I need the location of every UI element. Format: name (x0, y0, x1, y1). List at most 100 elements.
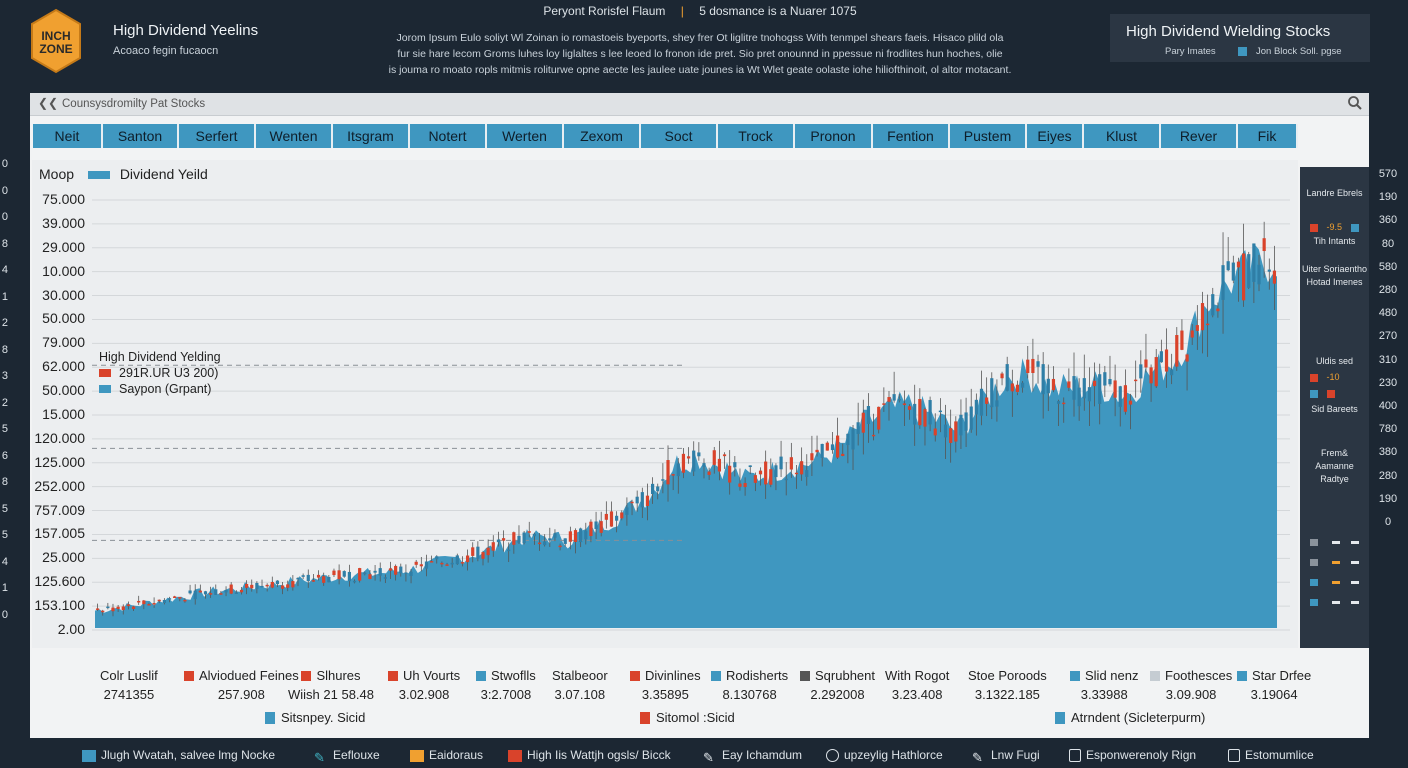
footer-item[interactable]: ✎ Lnw Fugi (972, 748, 1040, 765)
candle-body (712, 450, 716, 465)
side-group1-extra: Tih Intants (1313, 236, 1356, 246)
candle-body (615, 515, 619, 521)
candle-body (1149, 367, 1153, 384)
right-header-legend-right: Jon Block Soll. pgse (1256, 46, 1342, 57)
tab-zexom[interactable]: Zexom (564, 124, 641, 148)
candle-body (239, 589, 244, 593)
tab-notert[interactable]: Notert (410, 124, 487, 148)
app-logo[interactable]: INCH ZONE (30, 8, 82, 74)
candle-body (1108, 378, 1112, 385)
side-text: -10 (1326, 372, 1340, 382)
tab-fention[interactable]: Fention (873, 124, 950, 148)
summary-label: Stwoflls (491, 668, 536, 683)
summary-value: 3.19064 (1250, 687, 1298, 702)
candle-body (573, 530, 578, 542)
candle-body (1036, 361, 1040, 367)
candle-body (327, 576, 331, 583)
candle-body (877, 406, 881, 430)
outer-left-axis-label: 1 (1, 290, 8, 303)
footer-item[interactable]: ✎ Eay Ichamdum (703, 748, 803, 765)
footer-item[interactable]: Estomumlice (1228, 748, 1314, 762)
footer-item[interactable]: upzeylig Hathlorce (826, 748, 943, 762)
candle-body (774, 465, 778, 478)
outer-left-axis-label: 8 (1, 476, 8, 488)
candle-body (486, 547, 490, 556)
header-separator: | (680, 4, 684, 18)
summary-stat: Divinlines 3.35895 (630, 668, 701, 702)
side-swatch (1326, 389, 1335, 398)
candle-body (1144, 359, 1148, 368)
candle-body (1175, 335, 1179, 367)
summary-swatch (1150, 671, 1160, 681)
candle-body (640, 492, 644, 508)
calendar-icon (1069, 749, 1081, 762)
candle-body (188, 590, 192, 594)
chart-inner-legend: High Dividend Yelding 291R.UR U3 200) Sa… (99, 349, 221, 397)
candle-body (635, 496, 639, 504)
footer-item[interactable]: Jlugh Wvatah, salvee lmg Nocke (82, 748, 275, 762)
search-icon[interactable] (1347, 94, 1363, 112)
candle-body (1139, 364, 1143, 379)
tab-eiyes[interactable]: Eiyes (1027, 124, 1084, 148)
footer-label: Estomumlice (1245, 748, 1314, 762)
footer-label: Eay Ichamdum (722, 748, 803, 762)
side-dash (1332, 601, 1340, 604)
tab-rever[interactable]: Rever (1161, 124, 1238, 148)
summary-value: 257.908 (217, 687, 265, 702)
summary-stat: Sqrubhent 2.292008 (800, 668, 875, 702)
candle-body (964, 412, 968, 431)
summary-label: Foothesces (1165, 668, 1233, 683)
clock-icon (826, 749, 839, 762)
tab-itsgram[interactable]: Itsgram (333, 124, 410, 148)
legend-prefix: Moop (39, 166, 75, 182)
summary-label: Star Drfee (1252, 668, 1312, 683)
inner-legend-item: Saypon (Grpant) (99, 381, 221, 397)
candle-body (743, 482, 747, 488)
tab-fik[interactable]: Fik (1238, 124, 1298, 148)
summary-stat: Stoe Poroods 3.1322.185 (968, 668, 1047, 702)
logo-text: INCH ZONE (39, 29, 73, 56)
candle-body (517, 535, 521, 543)
tab-serfert[interactable]: Serfert (179, 124, 256, 148)
outer-left-axis-label: 2 (1, 317, 8, 329)
footer-item[interactable]: High Iis Wattjh ogsls/ Bicck (508, 748, 671, 762)
tab-werten[interactable]: Werten (487, 124, 564, 148)
tab-klust[interactable]: Klust (1084, 124, 1161, 148)
candle-body (1123, 385, 1127, 412)
tab-wenten[interactable]: Wenten (256, 124, 333, 148)
footer-label: Jlugh Wvatah, salvee lmg Nocke (101, 748, 276, 762)
candle-body (1216, 308, 1220, 312)
summary-value: 3.02.908 (398, 687, 450, 702)
tab-trock[interactable]: Trock (718, 124, 795, 148)
tab-pustem[interactable]: Pustem (950, 124, 1027, 148)
y-tick-label: 157.005 (34, 525, 85, 542)
candle-body (1262, 238, 1266, 252)
candle-body (882, 403, 886, 405)
side-dash (1351, 601, 1359, 604)
tab-neit[interactable]: Neit (33, 124, 103, 148)
outer-right-axis-label: 280 (1378, 469, 1398, 482)
right-header-card: High Dividend Wielding Stocks Pary Imate… (1110, 14, 1370, 62)
back-forward-icon[interactable]: ❮❮ (38, 96, 59, 110)
candle-body (342, 571, 346, 577)
footer-item[interactable]: ✎ Eeflouxe (314, 748, 380, 765)
y-tick-label: 757.009 (34, 501, 85, 518)
footer-item[interactable]: Esponwerenoly Rign (1069, 748, 1196, 762)
tab-soct[interactable]: Soct (641, 124, 718, 148)
side-text: Aamanne (1315, 461, 1354, 471)
footer-bar: Jlugh Wvatah, salvee lmg Nocke ✎ Eeflouxe E… (0, 740, 1408, 768)
candle-body (121, 606, 125, 611)
summary-label: Stalbeoor (552, 668, 608, 683)
side-swatch (1310, 389, 1318, 398)
candle-body (548, 538, 552, 541)
tab-santon[interactable]: Santon (103, 124, 179, 148)
candle-body (645, 495, 650, 506)
summary-label: Alviodued Feines (199, 668, 299, 683)
candle-body (861, 412, 865, 433)
header-center-title: Peryont Rorisfel Flaum (543, 4, 666, 18)
candle-body (1046, 378, 1050, 394)
summary-value: 3.33988 (1080, 687, 1128, 702)
footer-item[interactable]: Eaidoraus (410, 748, 483, 762)
tab-pronon[interactable]: Pronon (795, 124, 873, 148)
candle-body (954, 421, 958, 442)
